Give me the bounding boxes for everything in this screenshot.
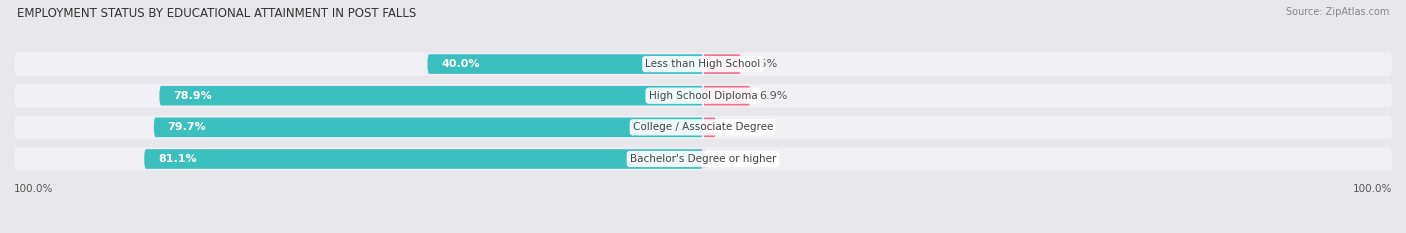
Text: 79.7%: 79.7% (167, 122, 207, 132)
FancyBboxPatch shape (703, 117, 716, 137)
Text: EMPLOYMENT STATUS BY EDUCATIONAL ATTAINMENT IN POST FALLS: EMPLOYMENT STATUS BY EDUCATIONAL ATTAINM… (17, 7, 416, 20)
FancyBboxPatch shape (703, 54, 741, 74)
FancyBboxPatch shape (14, 52, 1392, 76)
FancyBboxPatch shape (703, 149, 704, 169)
FancyBboxPatch shape (153, 117, 703, 137)
FancyBboxPatch shape (14, 84, 1392, 107)
Text: 5.5%: 5.5% (749, 59, 778, 69)
Text: High School Diploma: High School Diploma (648, 91, 758, 101)
FancyBboxPatch shape (159, 86, 703, 106)
Text: 1.9%: 1.9% (724, 122, 752, 132)
Text: 6.9%: 6.9% (759, 91, 787, 101)
FancyBboxPatch shape (703, 86, 751, 106)
Text: College / Associate Degree: College / Associate Degree (633, 122, 773, 132)
FancyBboxPatch shape (427, 54, 703, 74)
FancyBboxPatch shape (14, 116, 1392, 139)
FancyBboxPatch shape (14, 147, 1392, 171)
Text: Source: ZipAtlas.com: Source: ZipAtlas.com (1285, 7, 1389, 17)
Text: 0.3%: 0.3% (713, 154, 741, 164)
FancyBboxPatch shape (145, 149, 703, 169)
Text: 100.0%: 100.0% (1353, 184, 1392, 194)
Text: Less than High School: Less than High School (645, 59, 761, 69)
Text: 100.0%: 100.0% (14, 184, 53, 194)
Text: Bachelor's Degree or higher: Bachelor's Degree or higher (630, 154, 776, 164)
Text: 81.1%: 81.1% (157, 154, 197, 164)
Text: 40.0%: 40.0% (441, 59, 479, 69)
Text: 78.9%: 78.9% (173, 91, 212, 101)
